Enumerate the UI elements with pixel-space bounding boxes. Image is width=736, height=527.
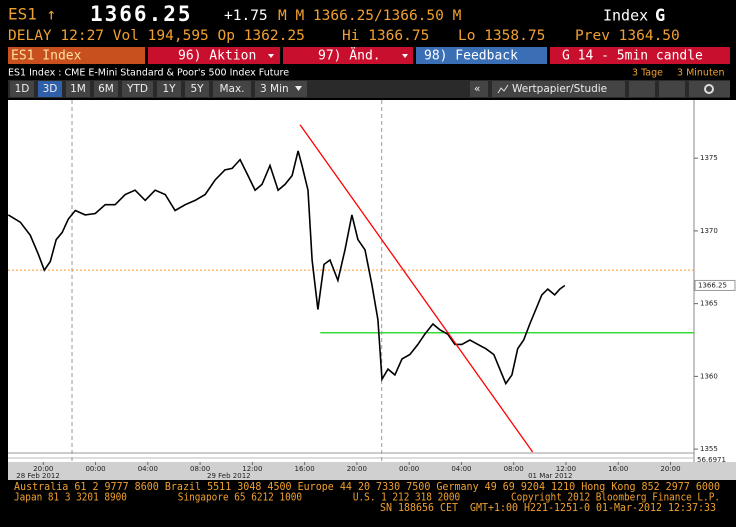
price-line (7, 150, 566, 386)
period-button[interactable] (94, 81, 118, 97)
x-tick-label: 20:00 (33, 465, 53, 473)
period-button[interactable] (157, 81, 181, 97)
tool-button[interactable] (659, 81, 685, 97)
x-tick-label: 04:00 (138, 465, 158, 473)
change-text: 97) Änd. (318, 48, 381, 64)
lower-panel-value: 56.6971 (697, 456, 726, 464)
date-label: 01 Mar 2012 (528, 472, 572, 480)
period-text: 5Y (190, 83, 204, 95)
stats-lo: Lo 1358.75 (458, 28, 545, 44)
x-axis-strip (8, 462, 736, 480)
date-label: 29 Feb 2012 (207, 472, 251, 480)
date-label: 28 Feb 2012 (16, 472, 60, 480)
footer-line: SN 188656 CET GMT+1:00 H221-1251-0 01-Ma… (380, 502, 716, 514)
ticker: ES1 ↑ (8, 5, 56, 24)
period-button[interactable] (66, 81, 90, 97)
period-text: YTD (126, 83, 148, 95)
settings-button[interactable] (689, 81, 730, 97)
quote: M M 1366.25/1366.50 M (278, 8, 462, 24)
security-text: ES1 Index (11, 49, 82, 64)
footer-line: Australia 61 2 9777 8600 Brazil 5511 304… (14, 481, 720, 493)
x-tick-label: 08:00 (504, 465, 524, 473)
function-code: G (655, 6, 665, 26)
x-tick-label: 16:00 (295, 465, 315, 473)
stats-prev: Prev 1364.50 (575, 28, 680, 44)
period-text: 3D (43, 83, 58, 95)
period-button[interactable] (38, 81, 62, 97)
x-tick-label: 20:00 (660, 465, 680, 473)
actions-text: 96) Aktion (178, 49, 256, 64)
toolbar-buttons: 1D 3D 1M 6M YTD 1Y 5Y Max. 3 Min (10, 81, 307, 97)
stats-hi: Hi 1366.75 (342, 28, 429, 44)
range-days: 3 Tage (632, 68, 663, 79)
actions-menu[interactable] (148, 47, 280, 64)
collapse-button[interactable] (470, 81, 488, 97)
last-price-tag (694, 279, 736, 291)
dropdown-arrow (402, 54, 408, 58)
change-menu[interactable] (283, 47, 413, 64)
price: 1366.25 (90, 2, 193, 26)
x-tick-label: 08:00 (190, 465, 210, 473)
studies-button[interactable] (492, 81, 625, 97)
x-tick-label: 12:00 (556, 465, 576, 473)
dropdown-arrow (295, 86, 302, 91)
collapse-text: « (474, 83, 480, 95)
footer-line: Japan 81 3 3201 8900 Singapore 65 6212 1… (14, 492, 720, 504)
period-text: 1D (15, 83, 30, 95)
period-text: 1Y (162, 83, 176, 95)
chart-title: G 14 - 5min candle (562, 49, 703, 64)
feedback-button[interactable] (416, 47, 547, 64)
index-label: Index (603, 7, 648, 25)
chart-area (8, 100, 736, 462)
period-text: 6M (98, 83, 114, 95)
studies-text: Wertpapier/Studie (512, 83, 607, 95)
period-button[interactable] (122, 81, 153, 97)
interval-button[interactable] (255, 81, 307, 97)
range-interval: 3 Minuten (677, 68, 725, 79)
chart-title-bar (550, 47, 730, 64)
interval-text: 3 Min (260, 83, 289, 95)
period-text: Max. (219, 83, 244, 95)
last-price-label: 1366.25 (698, 281, 727, 289)
y-tick-label: 1375 (700, 154, 718, 162)
studies-icon (497, 84, 509, 94)
y-tick-label: 1360 (700, 372, 718, 380)
period-button[interactable] (185, 81, 209, 97)
period-button[interactable] (213, 81, 251, 97)
x-tick-label: 04:00 (451, 465, 471, 473)
tool-button[interactable] (629, 81, 655, 97)
dropdown-arrow (268, 54, 274, 58)
x-tick-label: 00:00 (85, 465, 105, 473)
security-field[interactable] (8, 47, 145, 64)
x-tick-label: 20:00 (347, 465, 367, 473)
period-text: 1M (70, 83, 86, 95)
x-tick-label: 12:00 (242, 465, 262, 473)
period-button[interactable] (10, 81, 34, 97)
trend-line (299, 124, 534, 453)
plot: 1355 1360 1365 1370 1375 20:00 00:00 04:00 08:00… (7, 100, 736, 480)
feedback-text: 98) Feedback (424, 49, 518, 64)
settings-icon (704, 84, 714, 94)
y-tick-label: 1355 (700, 445, 718, 453)
y-tick-label: 1370 (700, 227, 718, 235)
menu-bar: ES1 Index 96) Aktion 97) Änd. 98) Feedba… (8, 47, 730, 64)
x-tick-label: 16:00 (608, 465, 628, 473)
change: +1.75 (224, 8, 268, 24)
footer: Australia 61 2 9777 8600 Brazil 5511 304… (14, 481, 720, 514)
x-tick-label: 00:00 (399, 465, 419, 473)
y-tick-label: 1365 (700, 300, 718, 308)
stats-delay: DELAY 12:27 Vol 194,595 Op 1362.25 (8, 28, 305, 44)
description: ES1 Index : CME E-Mini Standard & Poor's… (8, 68, 289, 79)
